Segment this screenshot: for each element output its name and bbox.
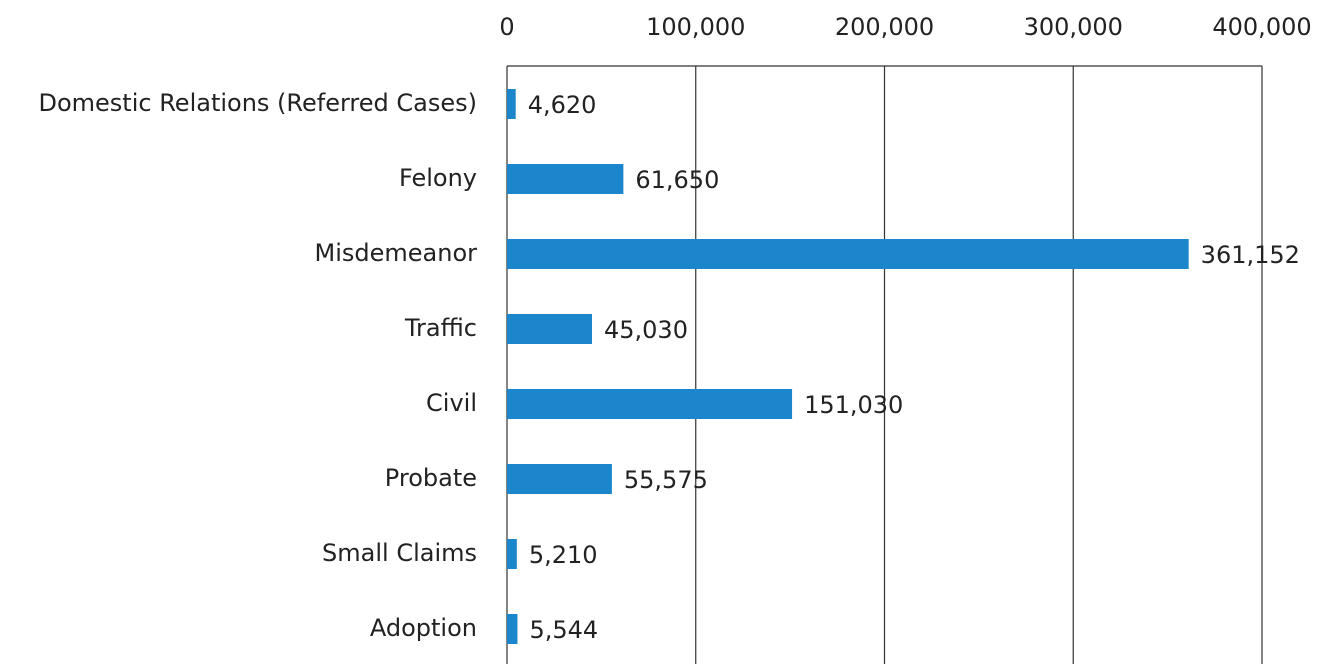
value-label: 5,544 [529,616,598,644]
x-tick-label: 300,000 [1024,13,1123,41]
x-tick-label: 100,000 [646,13,745,41]
value-label: 61,650 [635,166,719,194]
x-tick-label: 400,000 [1212,13,1311,41]
value-label: 151,030 [804,391,903,419]
y-tick-label: Domestic Relations (Referred Cases) [38,89,477,117]
bar [507,614,518,644]
bar [507,539,517,569]
y-tick-label: Felony [399,164,477,192]
y-tick-label: Traffic [404,314,477,342]
y-tick-label: Civil [426,389,477,417]
y-tick-label: Small Claims [322,539,477,567]
value-label: 45,030 [604,316,688,344]
value-label: 5,210 [529,541,598,569]
y-tick-label: Probate [385,464,477,492]
bar [507,314,592,344]
x-tick-label: 0 [499,13,514,41]
bar [507,464,612,494]
value-label: 55,575 [624,466,708,494]
x-tick-label: 200,000 [835,13,934,41]
bar [507,389,793,419]
y-tick-label: Adoption [370,614,477,642]
y-tick-label: Misdemeanor [315,239,478,267]
bar [507,164,624,194]
value-label: 4,620 [528,91,597,119]
value-label: 361,152 [1201,241,1300,269]
bar [507,89,516,119]
bar [507,239,1189,269]
